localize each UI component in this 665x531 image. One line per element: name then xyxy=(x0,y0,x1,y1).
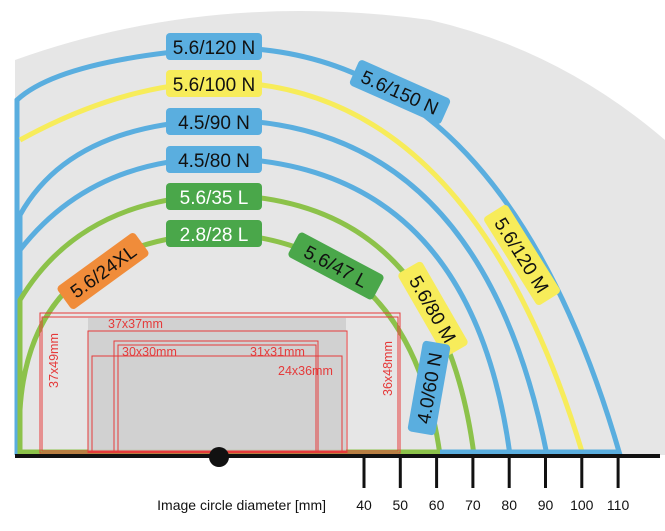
svg-text:4.5/80 N: 4.5/80 N xyxy=(178,151,250,172)
axis-tick-label: 110 xyxy=(607,497,630,513)
lens-label-4-5-90-n: 4.5/90 N xyxy=(166,108,262,135)
axis-tick-label: 60 xyxy=(429,497,445,513)
lens-label-2-8-28-l: 2.8/28 L xyxy=(166,220,262,247)
format-label-37x37: 37x37mm xyxy=(108,317,163,331)
axis-tick-label: 70 xyxy=(465,497,481,513)
axis-title: Image circle diameter [mm] xyxy=(157,497,326,513)
lens-label-5-6-120-n: 5.6/120 N xyxy=(166,33,262,60)
format-label-31x31: 31x31mm xyxy=(250,345,305,359)
axis-tick-label: 40 xyxy=(356,497,372,513)
lens-label-5-6-35-l: 5.6/35 L xyxy=(166,183,262,210)
format-label-37x49: 37x49mm xyxy=(47,333,61,388)
format-label-36x48: 36x48mm xyxy=(381,341,395,396)
arc-blue-90 xyxy=(17,117,550,456)
diameter-axis: 40 50 60 70 80 90 100 110 Image circle diameter… xyxy=(15,447,660,513)
axis-tick-label: 90 xyxy=(538,497,554,513)
svg-text:5.6/120 N: 5.6/120 N xyxy=(173,38,255,59)
arc-blue-80 xyxy=(18,155,513,456)
svg-text:5.6/100 N: 5.6/100 N xyxy=(173,75,255,96)
svg-text:4.5/90 N: 4.5/90 N xyxy=(178,113,250,134)
axis-tick-label: 100 xyxy=(570,497,594,513)
svg-text:5.6/35 L: 5.6/35 L xyxy=(180,188,249,209)
axis-tick-label: 50 xyxy=(393,497,409,513)
lens-label-5-6-100-n: 5.6/100 N xyxy=(166,70,262,97)
lens-label-4-0-60-n: 4.0/60 N xyxy=(407,340,451,436)
arc-yellow-100 xyxy=(18,79,586,456)
format-fill xyxy=(88,318,346,452)
format-label-30x30: 30x30mm xyxy=(122,345,177,359)
svg-text:2.8/28 L: 2.8/28 L xyxy=(180,225,249,246)
axis-tick-label: 80 xyxy=(501,497,517,513)
format-label-24x36: 24x36mm xyxy=(278,364,333,378)
sensor-formats: 37x49mm 37x37mm 30x30mm 31x31mm 24x36mm … xyxy=(39,312,401,454)
lens-label-4-5-80-n: 4.5/80 N xyxy=(166,146,262,173)
axis-origin-dot xyxy=(209,447,229,467)
